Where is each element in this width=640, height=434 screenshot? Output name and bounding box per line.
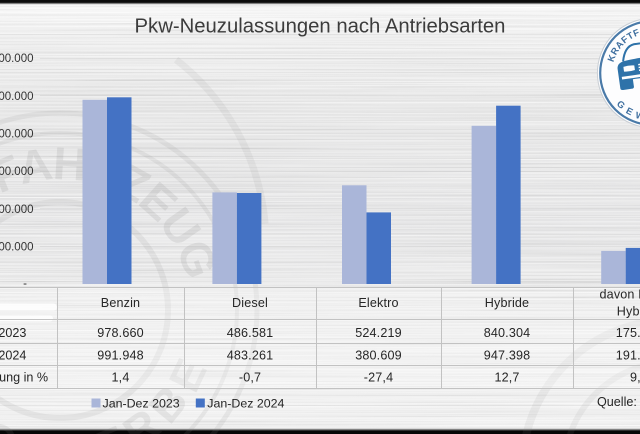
svg-text:600.000: 600.000 <box>0 166 34 178</box>
svg-text:Elektro: Elektro <box>358 296 398 310</box>
svg-text:947.398: 947.398 <box>484 349 531 363</box>
svg-text:486.581: 486.581 <box>227 326 274 340</box>
svg-text:Jan-Dez 2023: Jan-Dez 2023 <box>0 326 26 340</box>
svg-text:978.660: 978.660 <box>97 326 144 340</box>
svg-text:400.000: 400.000 <box>0 204 34 216</box>
svg-text:Pkw-Neuzulassungen nach Antrie: Pkw-Neuzulassungen nach Antriebsarten <box>135 15 506 37</box>
svg-text:Jan-Dez 2024: Jan-Dez 2024 <box>0 349 26 363</box>
svg-text:-0,7: -0,7 <box>239 371 261 385</box>
svg-text:991.948: 991.948 <box>97 349 144 363</box>
svg-text:Diesel: Diesel <box>232 296 268 310</box>
svg-text:davon Plug-in: davon Plug-in <box>600 287 640 301</box>
svg-text:-: - <box>23 278 27 290</box>
svg-text:-27,4: -27,4 <box>364 371 393 385</box>
svg-text:1.200.000: 1.200.000 <box>0 53 34 65</box>
svg-text:200.000: 200.000 <box>0 241 34 253</box>
svg-text:Jan-Dez 2023: Jan-Dez 2023 <box>103 397 180 411</box>
svg-text:1,4: 1,4 <box>112 371 130 385</box>
svg-text:9,2: 9,2 <box>630 371 640 385</box>
svg-text:1.000.000: 1.000.000 <box>0 91 34 103</box>
svg-text:12,7: 12,7 <box>494 371 519 385</box>
svg-text:524.219: 524.219 <box>355 326 402 340</box>
svg-text:Benzin: Benzin <box>101 296 140 310</box>
svg-text:Hybride: Hybride <box>617 304 640 318</box>
svg-text:Quelle: KBA: Quelle: KBA <box>597 395 640 409</box>
svg-text:800.000: 800.000 <box>0 129 34 141</box>
svg-text:191.905: 191.905 <box>616 349 640 363</box>
svg-text:483.261: 483.261 <box>227 349 274 363</box>
svg-text:Veränderung in %: Veränderung in % <box>0 371 48 385</box>
svg-text:840.304: 840.304 <box>484 326 531 340</box>
svg-text:175.724: 175.724 <box>616 326 640 340</box>
svg-text:380.609: 380.609 <box>355 349 402 363</box>
svg-text:Hybride: Hybride <box>485 296 529 310</box>
svg-text:Jan-Dez 2024: Jan-Dez 2024 <box>207 397 284 411</box>
